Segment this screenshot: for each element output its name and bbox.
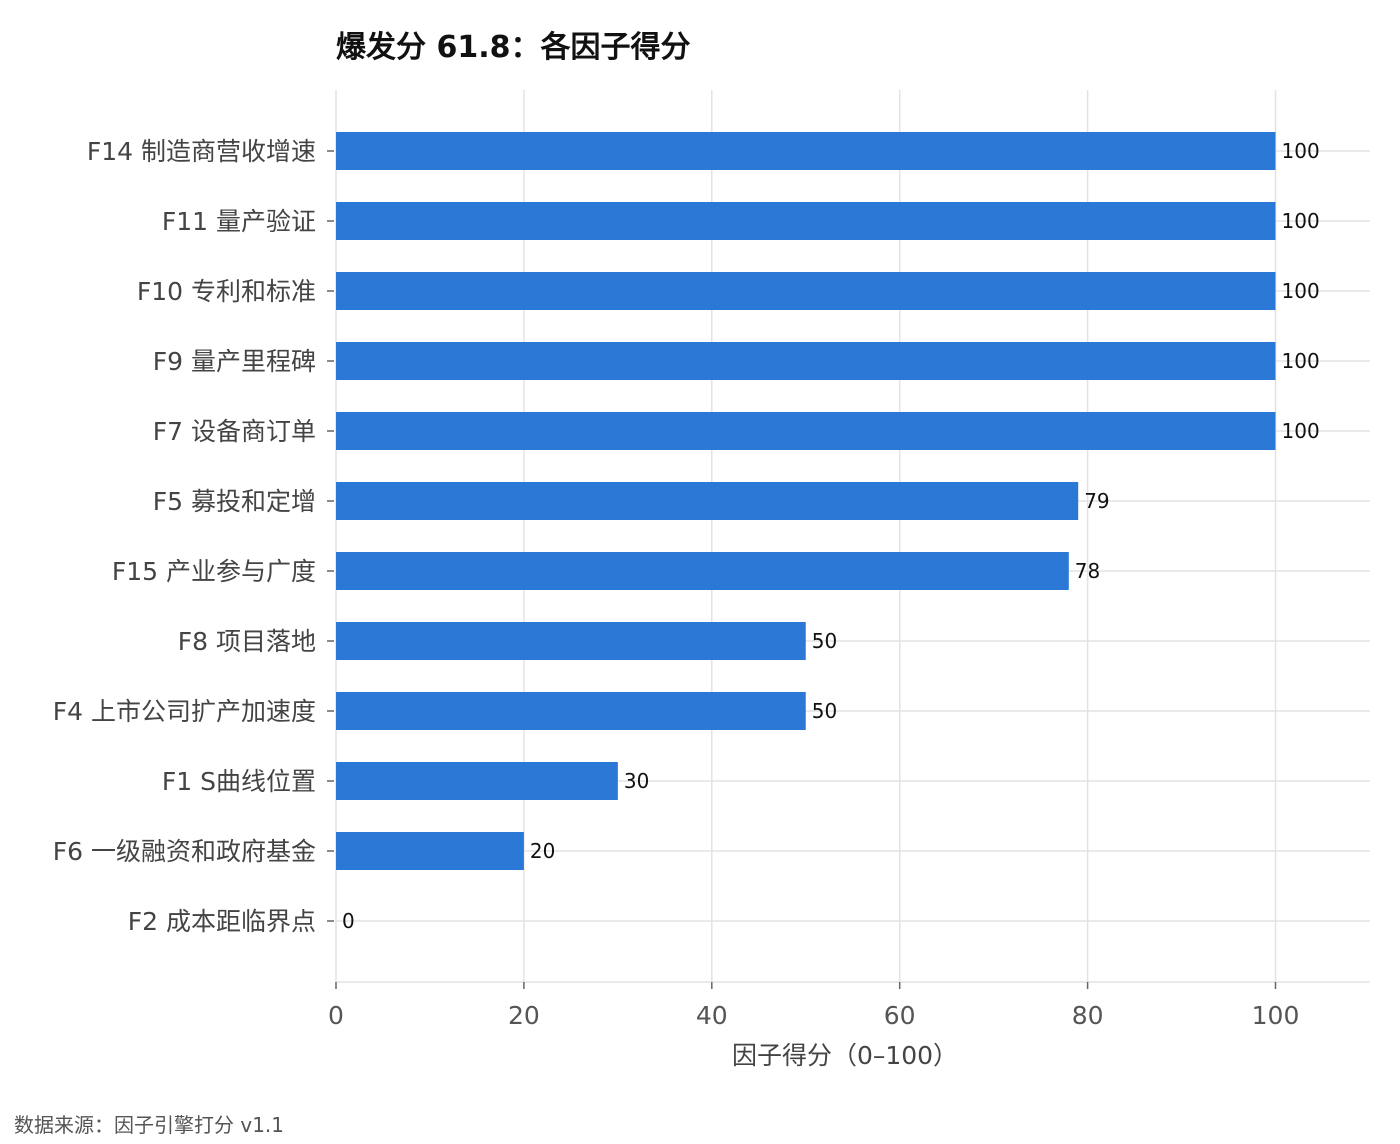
bar [336,552,1069,590]
bar-value-label: 100 [1282,349,1320,373]
category-label: F4 上市公司扩产加速度 [53,697,316,726]
source-note: 数据来源：因子引擎打分 v1.1 [14,1113,284,1137]
x-tick-label: 20 [508,1001,540,1030]
bar-value-label: 0 [342,909,355,933]
bar-value-label: 20 [530,839,555,863]
bar [336,622,806,660]
bar [336,272,1276,310]
bar [336,482,1079,520]
bar-value-label: 100 [1282,279,1320,303]
category-label: F5 募投和定增 [153,487,316,516]
bar [336,132,1276,170]
bar-value-label: 100 [1282,209,1320,233]
category-label: F11 量产验证 [162,207,316,236]
category-label: F15 产业参与广度 [112,557,316,586]
bar [336,762,618,800]
bar-value-label: 50 [812,629,837,653]
bar-value-label: 78 [1075,559,1100,583]
category-label: F14 制造商营收增速 [87,137,316,166]
bar-value-label: 79 [1084,489,1109,513]
category-label: F1 S曲线位置 [162,767,316,796]
x-tick-label: 40 [696,1001,728,1030]
category-label: F9 量产里程碑 [153,347,316,376]
bar [336,692,806,730]
bar-value-label: 30 [624,769,649,793]
chart-title: 爆发分 61.8：各因子得分 [336,30,690,65]
bar [336,202,1276,240]
bar [336,832,524,870]
x-axis: 0 20 40 60 80 100 [328,982,1299,1030]
x-tick-label: 0 [328,1001,344,1030]
y-axis: F14 制造商营收增速 F11 量产验证 F10 专利和标准 F9 量产里程碑 F7 设… [53,137,334,936]
category-label: F6 一级融资和政府基金 [53,837,316,866]
category-label: F7 设备商订单 [153,417,316,446]
x-tick-label: 60 [884,1001,916,1030]
bar-value-label: 100 [1282,139,1320,163]
category-label: F10 专利和标准 [137,277,316,306]
bar-value-label: 50 [812,699,837,723]
category-label: F8 项目落地 [178,627,316,656]
bar-value-label: 100 [1282,419,1320,443]
bar [336,342,1276,380]
x-tick-label: 80 [1072,1001,1104,1030]
x-axis-label: 因子得分（0–100） [732,1041,958,1070]
bar [336,412,1276,450]
x-tick-label: 100 [1252,1001,1300,1030]
category-label: F2 成本距临界点 [128,907,316,936]
bars: 100 100 100 100 100 79 78 50 50 30 20 0 [336,132,1320,933]
